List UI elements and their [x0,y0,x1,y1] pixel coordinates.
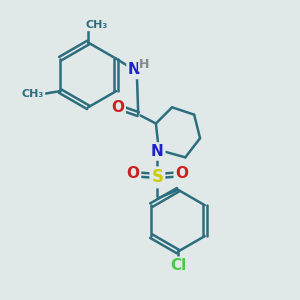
Text: N: N [151,144,164,159]
Text: O: O [175,166,188,181]
Text: Cl: Cl [170,258,186,273]
Text: S: S [152,168,164,186]
Text: CH₃: CH₃ [22,89,44,99]
Text: H: H [139,58,149,71]
Text: O: O [126,166,140,181]
Text: CH₃: CH₃ [85,20,107,30]
Text: N: N [128,62,141,77]
Text: O: O [111,100,124,115]
